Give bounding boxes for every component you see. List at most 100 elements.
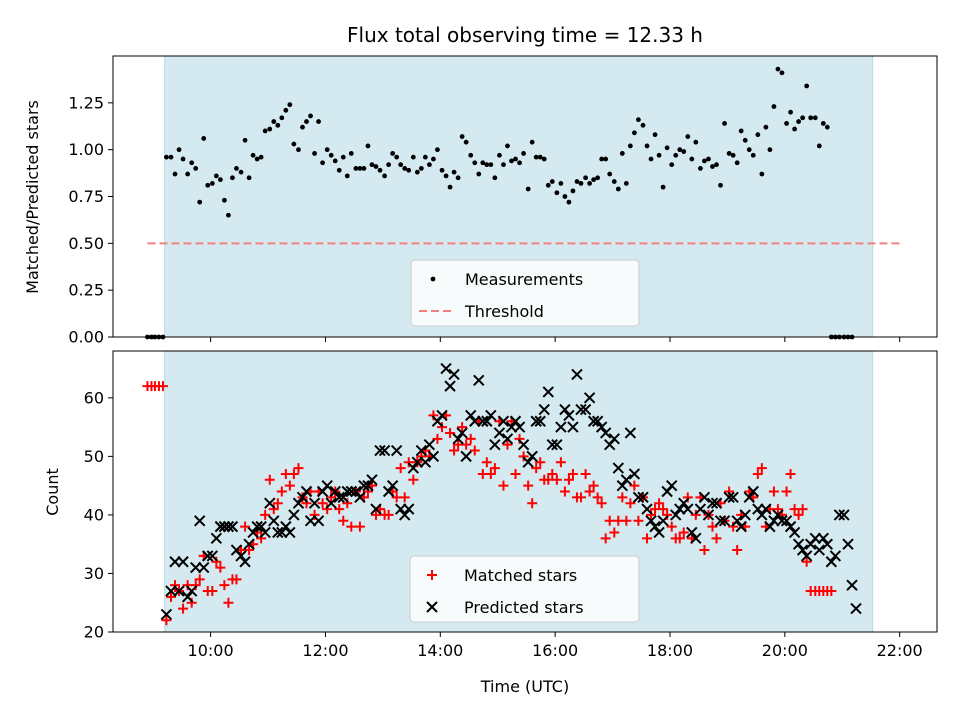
top-dot-point (788, 109, 793, 115)
top-dot-point (271, 119, 277, 124)
top-dot-point (706, 156, 711, 162)
top-dot-point (570, 188, 576, 194)
bottom-x-point (329, 485, 341, 498)
bottom-plus-point (469, 445, 480, 456)
top-dot-point (578, 180, 584, 186)
bottom-plus-point (317, 498, 328, 509)
bottom-plus-point (449, 445, 460, 456)
bottom-x-point (517, 438, 530, 451)
bottom-plus-point (502, 439, 513, 450)
bottom-plus-point (161, 615, 172, 626)
bottom-x-point (481, 415, 493, 427)
bottom-plus-point (498, 480, 509, 491)
bottom-plus-point (338, 515, 349, 526)
bottom-plus-point (592, 492, 603, 503)
top-dot-point (369, 162, 375, 168)
bottom-legend-box (409, 555, 640, 623)
bottom-x-point (760, 503, 772, 515)
top-dot-point (648, 156, 654, 162)
bottom-plus-point (547, 468, 558, 479)
bottom-x-point (239, 556, 251, 568)
top-dot-point (328, 152, 334, 158)
bottom-x-point (333, 491, 345, 504)
bottom-x-point (493, 427, 506, 439)
top-dot-point (189, 160, 195, 166)
top-dot-point (808, 115, 814, 121)
top-dot-point (230, 175, 235, 181)
bottom-x-point (243, 538, 255, 550)
bottom-plus-point (170, 580, 181, 591)
top-dot-point (447, 184, 453, 190)
bottom-plus-point (772, 504, 783, 515)
bottom-x-point (382, 485, 395, 498)
top-y-tick-label: 0.75 (68, 187, 104, 206)
bottom-x-point (489, 438, 501, 451)
bottom-x-point (202, 550, 214, 562)
bottom-plus-point (662, 509, 673, 520)
top-dot-point (738, 128, 744, 134)
top-dot-point (779, 70, 785, 76)
bottom-plus-point (654, 498, 665, 509)
bottom-legend-swatch (426, 601, 438, 613)
bottom-x-point (641, 503, 653, 515)
bottom-plus-point (724, 486, 735, 497)
top-dot-point (431, 156, 436, 162)
bottom-plus-point (658, 504, 669, 515)
top-dot-point (484, 162, 490, 168)
bottom-x-point (821, 538, 834, 550)
bottom-plus-point (781, 486, 792, 497)
top-dot-point (320, 160, 325, 166)
bottom-plus-point (707, 521, 718, 532)
bottom-x-point (694, 503, 707, 515)
top-dot-point (644, 143, 650, 149)
bottom-x-point (800, 550, 813, 562)
top-dot-point (217, 177, 223, 183)
top-dot-point (168, 154, 174, 160)
bottom-x-point (526, 450, 538, 463)
top-dot-point (455, 175, 461, 181)
top-dot-point (394, 154, 400, 160)
top-dot-point (775, 66, 781, 72)
bottom-plus-point (629, 480, 640, 491)
bottom-plus-point (231, 574, 242, 585)
top-dot-point (525, 186, 531, 192)
bottom-x-point (551, 438, 563, 451)
bottom-x-point (764, 520, 776, 533)
top-dot-point (718, 182, 723, 188)
bottom-x-point (501, 433, 514, 445)
bottom-x-point (706, 497, 719, 509)
bottom-plus-point (768, 486, 779, 497)
bottom-plus-point (567, 468, 578, 479)
bottom-x-point (272, 526, 284, 539)
top-dot-point (250, 152, 256, 158)
bottom-x-point (325, 497, 337, 509)
top-dot-point (205, 182, 211, 188)
bottom-plus-point (711, 533, 722, 544)
bottom-plus-point (383, 509, 394, 520)
top-dot-point (750, 152, 756, 158)
top-dot-point (603, 156, 609, 162)
top-dot-point (681, 149, 687, 154)
top-dot-point (640, 122, 646, 128)
bottom-x-point (247, 526, 259, 539)
bottom-x-point (206, 550, 219, 562)
bottom-x-point (702, 509, 715, 521)
top-dot-point (287, 102, 293, 108)
chart-title: Flux total observing time = 12.33 h (347, 23, 703, 47)
bottom-x-point (473, 374, 485, 386)
top-dot-point (742, 137, 748, 143)
bottom-plus-point (284, 480, 295, 491)
bottom-plus-point (625, 498, 636, 509)
top-dot-point (533, 154, 539, 160)
top-dot-point (402, 166, 408, 171)
top-dot-point (656, 152, 662, 158)
bottom-plus-point (244, 545, 255, 556)
bottom-x-point (222, 520, 235, 533)
bottom-x-tick-label: 16:00 (532, 641, 578, 660)
bottom-x-point (842, 538, 854, 550)
bottom-plus-point (272, 498, 283, 509)
bottom-y-tick-label: 30 (84, 564, 104, 583)
top-dot-point (591, 177, 597, 183)
top-dot-point (480, 160, 486, 166)
bottom-x-point (513, 421, 526, 433)
